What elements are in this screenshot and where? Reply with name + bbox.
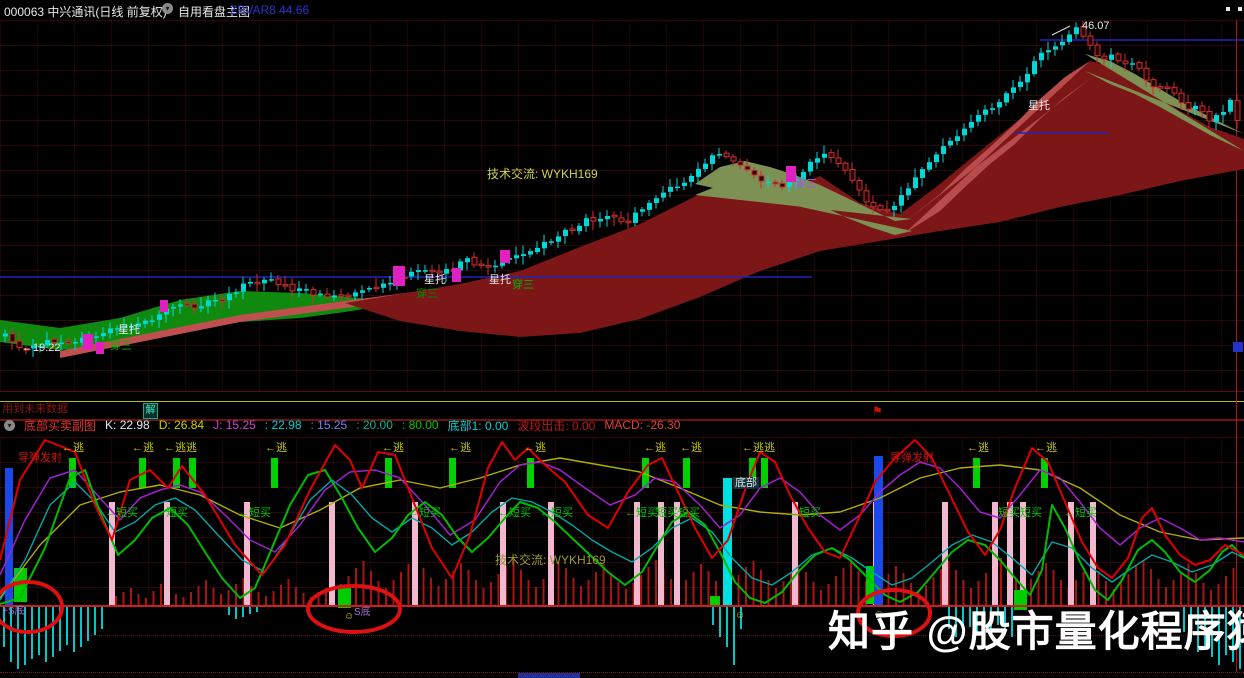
candlesticks (3, 21, 1241, 357)
main-chart-name[interactable]: 自用看盘主图 (178, 5, 251, 19)
panel-split-line[interactable] (0, 401, 1244, 402)
symbol-title: 000063 中兴通讯(日线 前复权) (4, 5, 167, 19)
flag-marker-icon: ⚑ (872, 404, 883, 418)
main-chart-graphics (0, 39, 1244, 358)
right-axis-marker (1233, 342, 1243, 352)
indicator-header-value: K: 22.98 (105, 418, 150, 432)
title-bar: 000063 中兴通讯(日线 前复权) ▾ 自用看盘主图 ZBVAR8 44.6… (0, 0, 1244, 19)
unlock-badge[interactable]: 解 (143, 403, 158, 419)
indicator-header-value: 底部1: 0.00 (447, 418, 509, 433)
zhihu-watermark: 知乎 @股市量化程序猿 (828, 608, 1244, 655)
indicator-graphics (0, 439, 1244, 669)
annotation-circles (0, 580, 932, 638)
indicator-header-value: : 80.00 (401, 418, 439, 432)
window-dot-icon[interactable] (1238, 7, 1242, 11)
future-data-warning: 用到未来数据 (2, 403, 68, 415)
grid-dotted-line (0, 635, 1244, 636)
bottom-caption-remnant (518, 673, 580, 678)
indicator-header-value: : 20.00 (356, 418, 393, 432)
indicator-header-value: 底部买卖副图 (24, 418, 97, 433)
indicator-header-value: : 15.25 (310, 418, 348, 432)
bottom-border-line (0, 672, 1244, 673)
indicator-header-value: D: 26.84 (158, 418, 205, 432)
indicator-header-value: J: 15.25 (213, 418, 256, 432)
indicator-selector-icon[interactable]: ▾ (4, 419, 15, 431)
indicator-header-value: 波段出击: 0.00 (517, 418, 596, 433)
indicator-header[interactable]: ▾ 底部买卖副图 K: 22.98 D: 26.84 J: 15.25 : 22.98:… (4, 417, 680, 433)
divider-line (0, 391, 1244, 392)
chart-selector-icon[interactable]: ▾ (162, 3, 173, 14)
indicator-panel-area[interactable] (0, 437, 1244, 605)
indicator-header-value: MACD: -26.30 (604, 418, 681, 432)
indicator-readout: ZBVAR8 44.66 (230, 3, 310, 17)
divider-line (0, 419, 1244, 421)
window-dot-icon[interactable] (1226, 7, 1230, 11)
indicator-header-value: : 22.98 (264, 418, 302, 432)
